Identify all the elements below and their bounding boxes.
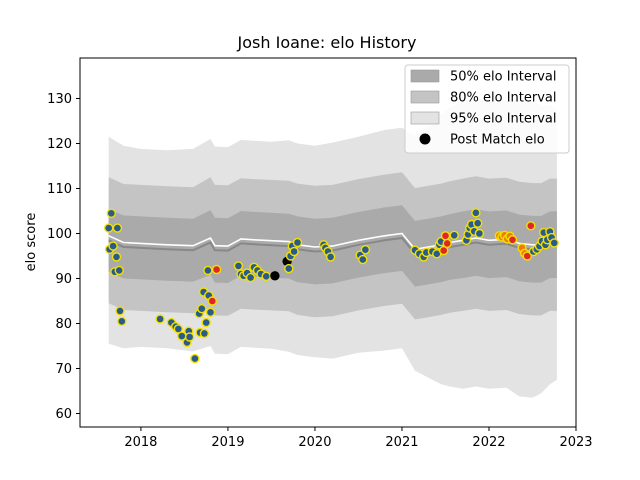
legend-box [404, 64, 570, 154]
data-point [270, 271, 280, 281]
data-point [112, 223, 123, 233]
data-point [325, 252, 336, 262]
data-point [358, 254, 368, 265]
y-tick-label: 60 [55, 407, 72, 422]
data-point [199, 328, 210, 339]
data-point [114, 265, 124, 276]
data-point [526, 221, 536, 231]
data-point [292, 237, 303, 248]
x-tick-label: 2018 [124, 435, 157, 450]
data-point [117, 316, 127, 326]
data-point [261, 271, 271, 281]
data-point [289, 246, 299, 257]
data-point [233, 261, 244, 271]
data-point [211, 264, 222, 275]
data-point [103, 223, 114, 233]
legend-label: Post Match elo [450, 133, 545, 148]
data-point [449, 230, 459, 241]
data-point [201, 317, 211, 328]
data-point [360, 244, 371, 255]
x-tick-label: 2020 [298, 435, 331, 450]
data-point [184, 332, 195, 342]
legend-label: 80% elo Interval [450, 91, 557, 106]
data-point [173, 324, 184, 334]
data-point [108, 241, 118, 251]
y-tick-label: 80 [55, 317, 72, 332]
plot-frame [79, 57, 577, 428]
data-point [284, 263, 294, 274]
data-point [115, 306, 125, 316]
data-point [471, 208, 481, 218]
data-point [440, 231, 451, 241]
data-point [507, 235, 518, 245]
data-point [197, 304, 207, 314]
data-point [190, 353, 200, 364]
legend-swatch [410, 69, 440, 83]
data-point [111, 252, 122, 262]
legend-label: 95% elo Interval [450, 112, 557, 127]
data-point [442, 238, 452, 249]
legend-marker [419, 133, 431, 145]
data-point [522, 251, 532, 261]
elo-interval-bands [108, 98, 557, 398]
chart-title: Josh Ioane: elo History [237, 33, 417, 52]
data-point [106, 208, 117, 219]
y-tick-label: 130 [47, 92, 72, 107]
x-tick-label: 2022 [472, 435, 505, 450]
legend-swatch [410, 111, 440, 125]
y-tick-label: 90 [55, 272, 72, 287]
y-tick-label: 120 [47, 137, 72, 152]
data-point [473, 218, 483, 228]
data-point [245, 272, 256, 283]
legend: 50% elo Interval 80% elo Interval 95% elo … [404, 64, 570, 154]
y-axis-ticks: 60 70 80 90 100 110 120 130 [47, 92, 80, 422]
y-tick-label: 110 [47, 182, 72, 197]
data-point [474, 228, 485, 239]
legend-label: 50% elo Interval [450, 70, 557, 85]
data-point [207, 296, 218, 306]
x-tick-label: 2021 [385, 435, 418, 450]
data-point [439, 245, 449, 256]
y-axis-label: elo score [24, 213, 39, 272]
y-tick-label: 100 [47, 227, 72, 242]
legend-swatch [410, 90, 440, 104]
post-match-points [103, 208, 559, 364]
elo-mean-line [108, 236, 557, 255]
data-point [205, 307, 216, 317]
x-tick-label: 2019 [211, 435, 244, 450]
y-tick-label: 70 [55, 362, 72, 377]
data-point [549, 238, 559, 248]
x-tick-label: 2023 [559, 435, 592, 450]
data-point [203, 265, 213, 276]
data-point [155, 314, 165, 324]
x-axis-ticks: 2018 2019 2020 2021 2022 2023 [124, 427, 593, 450]
